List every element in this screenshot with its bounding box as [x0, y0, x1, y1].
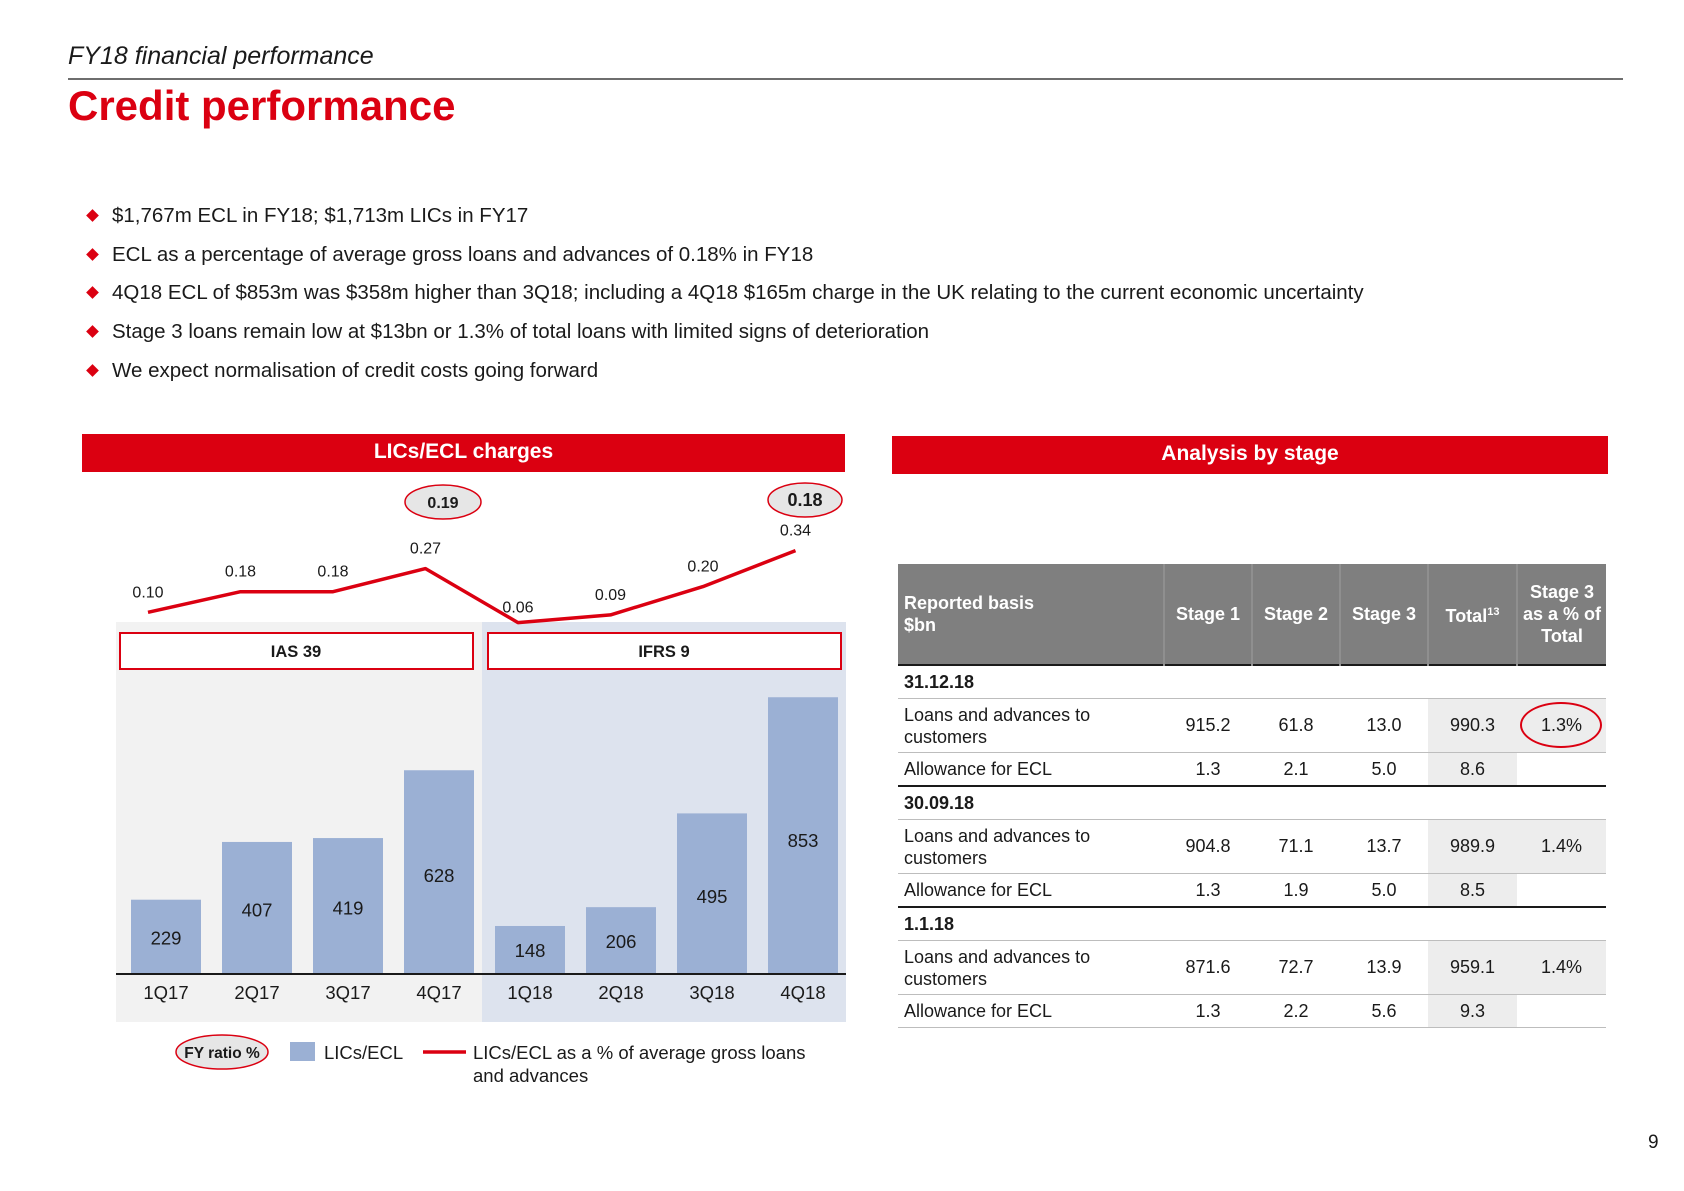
highlight-circle [1520, 702, 1602, 748]
line-value-label: 0.09 [595, 587, 626, 604]
bullet-text: $1,767m ECL in FY18; $1,713m LICs in FY1… [112, 204, 529, 227]
line-value-label: 0.06 [502, 600, 533, 617]
stage-analysis-table: Reported basis $bn Stage 1 Stage 2 Stage … [898, 564, 1606, 1028]
bar-1Q18 [495, 925, 565, 974]
line-value-label: 0.20 [687, 559, 718, 576]
slide-subtitle: FY18 financial performance [68, 42, 374, 70]
line-value-label: 0.34 [780, 523, 811, 540]
slide-title: Credit performance [68, 82, 456, 129]
fy-ratio-ias39-bubble [404, 484, 482, 520]
bar-value-label: 229 [151, 927, 182, 948]
table-row: Allowance for ECL 1.3 2.2 5.6 9.3 [898, 994, 1606, 1028]
x-tick-labels: 1Q17 2Q17 3Q17 4Q17 1Q18 2Q18 3Q18 4Q18 [143, 982, 825, 1003]
ratio-series-line [147, 548, 797, 625]
section-date-row: 30.09.18 [898, 785, 1606, 820]
x-tick-label: 3Q17 [325, 982, 370, 1003]
table-row: Loans and advances to customers 915.2 61.… [898, 698, 1606, 753]
bullet-list: $1,767m ECL in FY18; $1,713m LICs in FY1… [84, 204, 1364, 397]
bullet-item: 4Q18 ECL of $853m was $358m higher than … [84, 281, 1364, 320]
bar-4Q17 [404, 770, 474, 974]
line-layer: 0.10 0.18 0.18 0.27 0.06 0.09 0.20 0.34 [132, 523, 811, 625]
bullet-text: We expect normalisation of credit costs … [112, 358, 599, 382]
legend-line-label-2: and advances [473, 1065, 588, 1086]
x-tick-label: 1Q18 [507, 982, 552, 1003]
bullet-item: We expect normalisation of credit costs … [84, 359, 1364, 398]
line-value-label: 0.27 [410, 541, 441, 558]
header-stage3-pct: Stage 3 as a % of Total [1516, 564, 1606, 665]
bar-2Q18 [586, 907, 656, 974]
bar-value-label: 407 [242, 900, 273, 921]
bar-value-label: 853 [788, 830, 819, 851]
ias39-label-box [119, 632, 474, 670]
bullet-item: $1,767m ECL in FY18; $1,713m LICs in FY1… [84, 204, 1364, 243]
bullet-text: 4Q18 ECL of $853m was $358m higher than … [112, 281, 1364, 305]
fy-ratio-ifrs9-value: 0.18 [787, 490, 822, 510]
section-date-row: 1.1.18 [898, 906, 1606, 941]
analysis-panel-heading: Analysis by stage [892, 436, 1608, 474]
x-tick-label: 1Q17 [143, 982, 188, 1003]
ias39-label: IAS 39 [271, 643, 321, 661]
legend-bar-swatch [290, 1042, 315, 1061]
header-stage3: Stage 3 [1339, 564, 1428, 665]
legend-line-label-1: LICs/ECL as a % of average gross loans [473, 1042, 806, 1063]
bullet-text: ECL as a percentage of average gross loa… [112, 242, 814, 266]
table-row: Allowance for ECL 1.3 2.1 5.0 8.6 [898, 752, 1606, 786]
bullet-item: ECL as a percentage of average gross loa… [84, 243, 1364, 282]
line-value-label: 0.18 [317, 564, 348, 581]
bar-4Q18 [768, 697, 838, 974]
bar-value-label: 419 [333, 898, 364, 919]
bar-1Q17 [131, 899, 201, 974]
line-value-label: 0.10 [132, 584, 163, 601]
bar-value-label: 628 [424, 865, 455, 886]
legend-fy-ratio-bubble [175, 1034, 269, 1070]
lics-ecl-panel-heading: LICs/ECL charges [82, 434, 845, 472]
header-rule [68, 78, 1623, 80]
line-value-label: 0.18 [225, 564, 256, 581]
x-tick-label: 4Q17 [416, 982, 461, 1003]
header-stage1: Stage 1 [1163, 564, 1252, 665]
x-tick-label: 4Q18 [780, 982, 825, 1003]
ifrs9-label-box [487, 632, 842, 670]
table-row: Allowance for ECL 1.3 1.9 5.0 8.5 [898, 873, 1606, 907]
header-stage2: Stage 2 [1251, 564, 1340, 665]
bullet-item: Stage 3 loans remain low at $13bn or 1.3… [84, 320, 1364, 359]
bars-layer: 229 407 419 628 148 206 495 853 [131, 697, 838, 974]
table-row: Loans and advances to customers 871.6 72.… [898, 940, 1606, 995]
table-header-row: Reported basis $bn Stage 1 Stage 2 Stage … [898, 564, 1606, 665]
section-date-row: 31.12.18 [898, 664, 1606, 699]
bar-value-label: 148 [515, 940, 546, 961]
header-total: Total13 [1427, 564, 1517, 665]
fy-ratio-ias39-value: 0.19 [427, 495, 458, 512]
bullet-text: Stage 3 loans remain low at $13bn or 1.3… [112, 320, 930, 344]
ifrs9-label: IFRS 9 [638, 643, 689, 661]
x-tick-label: 2Q18 [598, 982, 643, 1003]
fy-ratio-ifrs9-bubble [767, 482, 843, 518]
bar-value-label: 206 [606, 931, 637, 952]
legend-bar-label: LICs/ECL [324, 1042, 403, 1063]
table-row: Loans and advances to customers 904.8 71.… [898, 819, 1606, 874]
header-reported-basis: Reported basis $bn [898, 564, 1164, 665]
bar-value-label: 495 [697, 886, 728, 907]
page-number: 9 [1648, 1132, 1659, 1153]
bar-2Q17 [222, 841, 292, 974]
x-tick-label: 2Q17 [234, 982, 279, 1003]
bar-3Q18 [677, 813, 747, 974]
legend-fy-ratio-label: FY ratio % [184, 1045, 260, 1062]
x-tick-label: 3Q18 [689, 982, 734, 1003]
bar-3Q17 [313, 838, 383, 974]
